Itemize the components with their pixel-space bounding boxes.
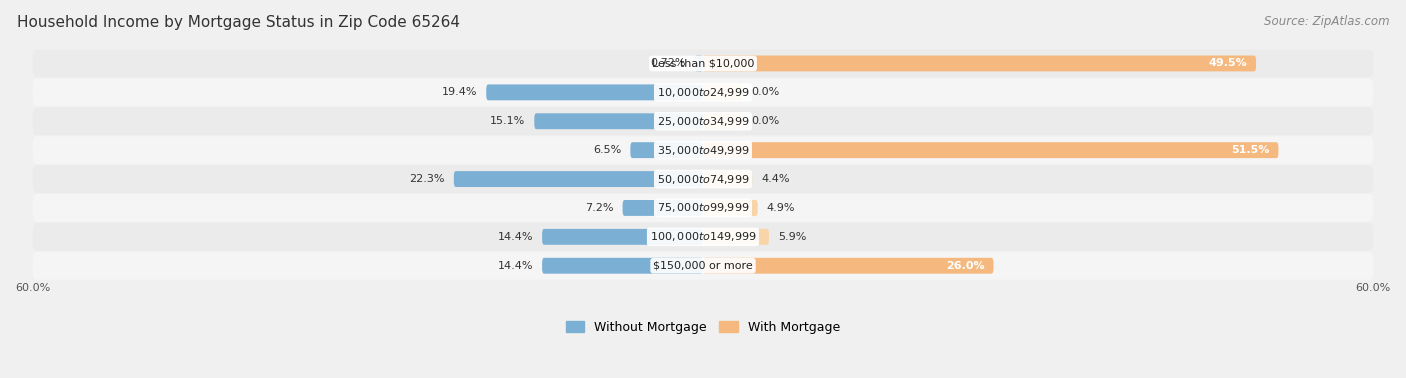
Text: 4.9%: 4.9%: [766, 203, 796, 213]
Text: $50,000 to $74,999: $50,000 to $74,999: [657, 172, 749, 186]
FancyBboxPatch shape: [486, 84, 703, 100]
FancyBboxPatch shape: [695, 56, 703, 71]
Text: 14.4%: 14.4%: [498, 261, 533, 271]
Text: Less than $10,000: Less than $10,000: [652, 59, 754, 68]
FancyBboxPatch shape: [32, 50, 1374, 77]
Legend: Without Mortgage, With Mortgage: Without Mortgage, With Mortgage: [561, 316, 845, 339]
FancyBboxPatch shape: [703, 142, 1278, 158]
Text: $35,000 to $49,999: $35,000 to $49,999: [657, 144, 749, 156]
FancyBboxPatch shape: [703, 200, 758, 216]
FancyBboxPatch shape: [703, 229, 769, 245]
FancyBboxPatch shape: [454, 171, 703, 187]
Text: 0.0%: 0.0%: [751, 116, 779, 126]
FancyBboxPatch shape: [32, 79, 1374, 106]
FancyBboxPatch shape: [703, 56, 1256, 71]
Text: 19.4%: 19.4%: [441, 87, 477, 98]
FancyBboxPatch shape: [703, 171, 752, 187]
Text: 5.9%: 5.9%: [778, 232, 806, 242]
Text: $10,000 to $24,999: $10,000 to $24,999: [657, 86, 749, 99]
Text: Source: ZipAtlas.com: Source: ZipAtlas.com: [1264, 15, 1389, 28]
FancyBboxPatch shape: [703, 113, 742, 129]
Text: 15.1%: 15.1%: [491, 116, 526, 126]
FancyBboxPatch shape: [32, 165, 1374, 193]
Text: 14.4%: 14.4%: [498, 232, 533, 242]
Text: $25,000 to $34,999: $25,000 to $34,999: [657, 115, 749, 128]
Text: 51.5%: 51.5%: [1232, 145, 1270, 155]
FancyBboxPatch shape: [703, 258, 994, 274]
Text: 26.0%: 26.0%: [946, 261, 984, 271]
FancyBboxPatch shape: [703, 84, 742, 100]
Text: 6.5%: 6.5%: [593, 145, 621, 155]
FancyBboxPatch shape: [32, 252, 1374, 280]
Text: 22.3%: 22.3%: [409, 174, 444, 184]
Text: 7.2%: 7.2%: [585, 203, 613, 213]
Text: $150,000 or more: $150,000 or more: [654, 261, 752, 271]
FancyBboxPatch shape: [32, 136, 1374, 164]
FancyBboxPatch shape: [32, 107, 1374, 135]
FancyBboxPatch shape: [623, 200, 703, 216]
Text: 0.72%: 0.72%: [651, 59, 686, 68]
FancyBboxPatch shape: [534, 113, 703, 129]
FancyBboxPatch shape: [32, 194, 1374, 222]
FancyBboxPatch shape: [543, 258, 703, 274]
FancyBboxPatch shape: [630, 142, 703, 158]
Text: 4.4%: 4.4%: [761, 174, 790, 184]
FancyBboxPatch shape: [543, 229, 703, 245]
Text: 49.5%: 49.5%: [1208, 59, 1247, 68]
Text: $100,000 to $149,999: $100,000 to $149,999: [650, 230, 756, 243]
Text: 0.0%: 0.0%: [751, 87, 779, 98]
Text: $75,000 to $99,999: $75,000 to $99,999: [657, 201, 749, 214]
FancyBboxPatch shape: [32, 223, 1374, 251]
Text: Household Income by Mortgage Status in Zip Code 65264: Household Income by Mortgage Status in Z…: [17, 15, 460, 30]
